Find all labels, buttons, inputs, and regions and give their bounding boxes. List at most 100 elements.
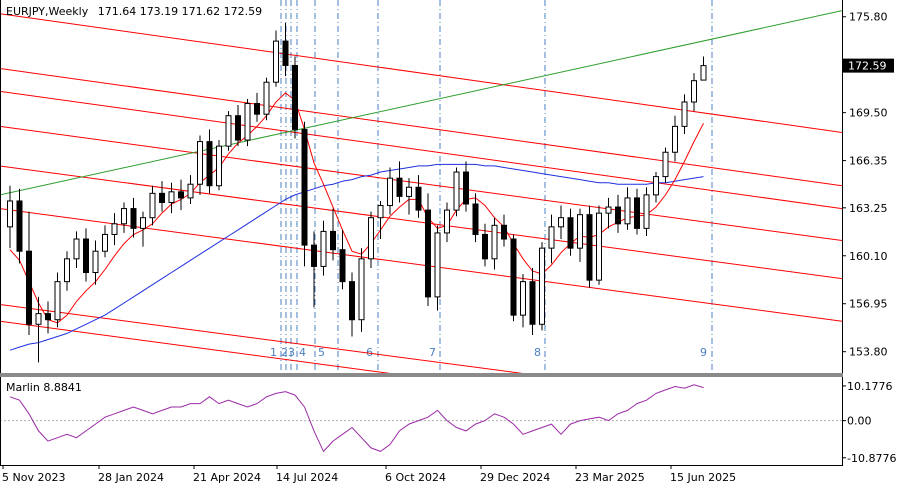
- channel-line: [0, 303, 523, 373]
- candle-body: [235, 115, 241, 141]
- candle: [577, 208, 583, 262]
- candle: [605, 197, 612, 229]
- time-label: 29 Dec 2024: [480, 471, 550, 484]
- channel-line: [0, 13, 842, 133]
- candle: [529, 267, 536, 335]
- candle: [463, 161, 469, 212]
- candle-body: [368, 217, 374, 260]
- wave-mark: 5: [318, 346, 325, 359]
- oscillator-tick-label: 10.1776: [847, 380, 893, 393]
- candles: [7, 22, 707, 363]
- candle-body: [187, 183, 194, 199]
- candle: [501, 214, 507, 247]
- candle-body: [634, 197, 640, 229]
- channel-line: [0, 90, 842, 210]
- candle: [453, 167, 460, 217]
- candle-body: [425, 209, 431, 298]
- candle: [7, 185, 13, 249]
- candle-body: [292, 64, 298, 130]
- candle: [700, 56, 707, 81]
- candle-body: [615, 206, 621, 225]
- price-tick-label: 175.80: [849, 11, 888, 24]
- candle: [26, 211, 32, 335]
- time-label: 23 Mar 2025: [575, 471, 645, 484]
- candle-body: [453, 171, 460, 211]
- candle-body: [387, 177, 393, 207]
- oscillator-axis: 10.1776 0.00 -10.8776: [842, 380, 896, 465]
- candle: [140, 211, 146, 247]
- channel-line: [0, 320, 391, 373]
- candle-body: [539, 247, 545, 325]
- candle-body: [254, 103, 260, 115]
- candle: [102, 225, 108, 258]
- candle: [643, 187, 650, 236]
- time-axis: 5 Nov 2023 28 Jan 2024 21 Apr 2024 14 Jul 2…: [2, 465, 736, 484]
- candle: [444, 202, 450, 243]
- candle: [130, 197, 137, 238]
- candle-body: [463, 171, 469, 205]
- candle: [149, 185, 156, 226]
- candle: [548, 214, 555, 264]
- candle: [691, 73, 697, 112]
- candle-body: [567, 217, 574, 249]
- candle-body: [320, 230, 327, 267]
- price-tick-label: 153.80: [849, 346, 888, 359]
- candle: [45, 301, 51, 334]
- current-price-label: 172.59: [848, 60, 887, 73]
- candle: [111, 213, 118, 246]
- candle-body: [216, 145, 222, 187]
- wave-mark: 3: [288, 346, 295, 359]
- candle: [292, 56, 298, 139]
- candle: [73, 231, 80, 268]
- candle-body: [45, 313, 51, 321]
- price-tick-label: 163.25: [849, 202, 888, 215]
- candle-body: [178, 191, 184, 199]
- candle: [301, 121, 308, 267]
- candle: [54, 272, 61, 328]
- price-tick-label: 160.10: [849, 250, 888, 263]
- candle: [244, 98, 251, 147]
- candle: [197, 135, 203, 195]
- candle-body: [672, 125, 678, 153]
- channel-line: [0, 68, 842, 187]
- candle: [282, 22, 289, 77]
- candle-body: [482, 233, 488, 260]
- candle: [520, 274, 526, 328]
- candle-body: [54, 281, 61, 321]
- candle-body: [273, 40, 279, 83]
- candle: [415, 175, 422, 218]
- time-label: 15 Jun 2025: [670, 471, 736, 484]
- candle-body: [92, 250, 99, 274]
- candle: [586, 205, 593, 288]
- candle: [83, 228, 89, 282]
- oscillator-tick-label: -10.8776: [847, 452, 896, 465]
- candle-body: [26, 250, 32, 325]
- candle-body: [121, 208, 127, 225]
- candle-body: [662, 151, 669, 178]
- candle: [92, 240, 99, 285]
- candle-body: [586, 214, 593, 281]
- candle-body: [596, 212, 602, 281]
- candle-body: [311, 244, 317, 267]
- candle: [596, 205, 602, 285]
- candle: [406, 178, 412, 215]
- oscillator-line: [9, 384, 704, 453]
- candle-body: [168, 191, 175, 203]
- candle: [491, 217, 498, 270]
- candle: [624, 187, 631, 230]
- candle: [273, 30, 279, 87]
- candle-body: [64, 258, 70, 283]
- regression-channel: [0, 13, 842, 373]
- candle: [681, 94, 688, 134]
- candle-body: [16, 200, 23, 252]
- candle: [168, 182, 175, 214]
- candle-body: [396, 177, 403, 197]
- candle: [35, 296, 42, 363]
- pane-separator: [0, 373, 843, 377]
- price-tick-label: 169.50: [849, 107, 888, 120]
- candle: [358, 248, 365, 332]
- slow-moving-average: [9, 163, 704, 351]
- price-tick-label: 156.95: [849, 298, 888, 311]
- time-label: 6 Oct 2024: [385, 471, 446, 484]
